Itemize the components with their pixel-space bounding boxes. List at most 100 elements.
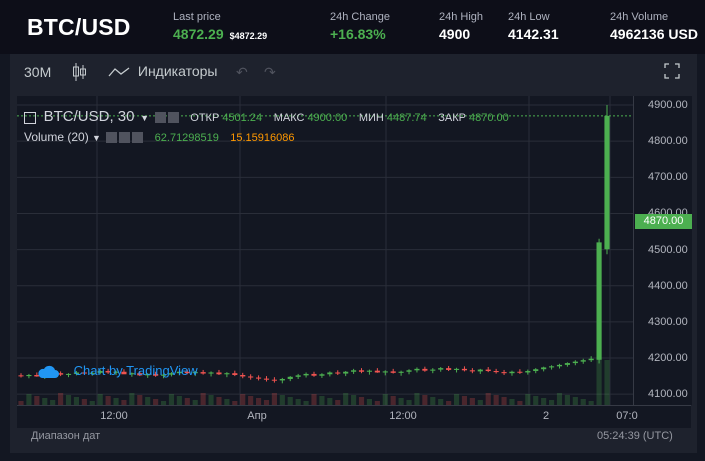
candle [343,371,349,377]
candle-body [564,363,570,365]
price-tick: 4500.00 [648,243,688,256]
volume-bar [176,396,182,405]
collapse-icon[interactable] [24,111,36,124]
interval-button[interactable]: 30M [24,64,52,80]
market-header: BTC/USD Last price 4872.29 $4872.29 24h C… [0,0,705,54]
candle-body [34,375,40,377]
watermark-text: Chart by TradingView [73,363,198,378]
volume-bar [382,394,388,405]
volume-bar [422,395,428,405]
volume-bar [533,396,539,405]
volume-bar [572,397,578,405]
last-price-usd: $4872.29 [229,31,268,41]
time-axis[interactable]: 12:00 Апр 12:00 2 07:0 [17,405,691,428]
price-tick: 4400.00 [648,279,688,292]
candle-body [153,373,159,376]
candle [81,370,87,375]
candle [588,356,594,362]
price-axis[interactable]: 4900.004800.004700.004600.004500.004400.… [633,96,692,405]
candle-body [390,371,396,373]
candle-body [414,368,420,371]
candle [453,367,460,373]
utc-clock[interactable]: 05:24:39 (UTC) [597,430,673,442]
candle-body [121,371,127,375]
candle-body [208,372,214,374]
volume-bar [50,400,56,405]
candle [303,372,309,378]
fullscreen-icon[interactable] [664,63,680,82]
candle-body [335,372,341,374]
price-tick: 4300.00 [648,315,688,328]
candle [65,373,72,378]
high-stat: 24h High 4900 [439,11,483,42]
candle-body [541,367,547,370]
eye-icon[interactable] [106,132,118,144]
change-label: 24h Change [330,11,390,23]
undo-icon[interactable]: ↶ [236,64,248,80]
candle [295,373,301,379]
change-value: +16.83% [330,26,386,42]
close-icon[interactable] [132,132,144,144]
volume-bar [137,395,143,405]
volume-bar [335,400,341,405]
volume-bar [295,399,301,405]
volume-bar [588,401,594,405]
candle-body [184,371,190,374]
open-value: 4501.24 [222,112,263,124]
candle [461,366,468,372]
volume-bar [343,393,349,405]
volume-bar [390,396,396,405]
volume-bar [525,394,531,405]
candle-body [263,378,270,380]
candle-style-button[interactable] [72,62,86,85]
chevron-down-icon[interactable]: ▼ [92,133,101,143]
candle [580,358,586,364]
high-label-legend: МАКС [273,112,305,124]
low-value: 4142.31 [508,26,559,42]
candle [153,371,159,377]
high-label: 24h High [439,11,484,23]
candle [556,363,563,369]
candle [113,370,119,376]
volume-bar [216,397,222,405]
candle-body [81,372,87,374]
settings-icon[interactable] [154,112,166,124]
candle-body [311,373,317,376]
candle [184,369,190,375]
candle [596,238,602,364]
volume-study-label[interactable]: Volume (20) [24,130,89,144]
volume-bar [351,395,357,405]
candle [160,373,167,379]
indicators-button[interactable]: Индикаторы [108,63,217,81]
volume-bar [366,399,373,405]
gear-icon[interactable] [167,112,179,124]
candle-body [295,375,301,377]
candle-body [319,374,325,376]
candle [438,367,444,372]
volume-bar [461,396,468,405]
price-chart [17,96,633,405]
volume-bar [438,399,444,405]
volume-bar [517,401,523,405]
candle-body [145,373,151,376]
candle [73,371,80,376]
candle-body [73,372,80,374]
redo-icon[interactable]: ↷ [264,64,276,80]
volume-bar [541,398,547,405]
chart-pane[interactable] [17,96,633,405]
gear-icon[interactable] [119,132,131,144]
volume-bar [358,397,365,405]
tradingview-watermark[interactable]: Chart by TradingView [36,363,198,379]
candle-body [572,361,578,364]
candle [263,376,270,382]
candle [533,368,539,374]
candle [208,371,214,377]
candle-body [26,375,32,377]
volume-bar [501,397,507,405]
candle-body [351,370,357,372]
chevron-down-icon[interactable]: ▼ [140,113,150,123]
candle-body [509,371,515,374]
date-range-button[interactable]: Диапазон дат [31,430,101,442]
symbol-label[interactable]: BTC/USD, 30 [43,108,135,125]
candle-body [271,379,277,381]
